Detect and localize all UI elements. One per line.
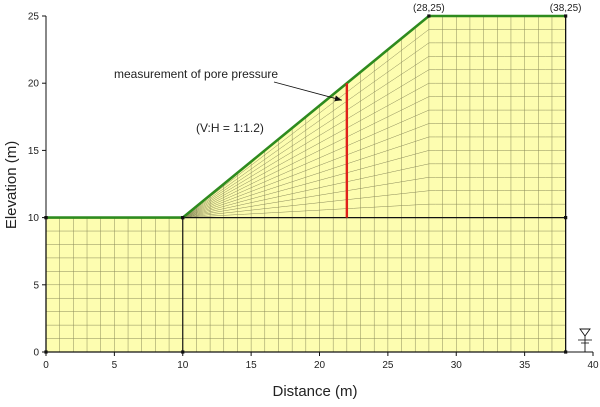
point-label: (28,25): [413, 3, 445, 14]
y-tick-label: 15: [28, 146, 40, 157]
measurement-leader: [273, 81, 342, 101]
x-tick-label: 15: [246, 360, 258, 371]
x-tick-label: 40: [587, 360, 599, 371]
slope-ratio-annotation: (V:H = 1:1.2): [196, 121, 264, 135]
water-table-icon: [579, 328, 591, 337]
y-tick-label: 10: [28, 213, 40, 224]
mesh-line-layer: [182, 123, 566, 218]
x-tick-label: 5: [112, 360, 118, 371]
boundary-node: [181, 216, 185, 220]
x-tick-label: 20: [314, 360, 326, 371]
mesh-line-layer: [182, 96, 566, 218]
x-axis-title: Distance (m): [272, 383, 357, 400]
x-tick-label: 30: [451, 360, 463, 371]
boundary-node: [564, 14, 568, 18]
y-tick-label: 5: [33, 280, 39, 291]
mesh-line-layer: [182, 82, 566, 218]
mesh-line-layer: [182, 203, 566, 218]
y-tick-label: 25: [28, 12, 40, 23]
x-tick-label: 35: [519, 360, 531, 371]
mesh-line-layer: [182, 56, 566, 218]
boundary-node: [564, 216, 568, 220]
y-axis-title: Elevation (m): [3, 141, 20, 229]
mesh-line-layer: [182, 42, 566, 218]
x-tick-label: 25: [382, 360, 394, 371]
mesh-line-layer: [182, 69, 566, 218]
y-tick-label: 20: [28, 79, 40, 90]
slope-surface-line: [46, 14, 566, 219]
mesh-line-layer: [182, 29, 566, 218]
mesh-line-layer: [182, 136, 566, 218]
mesh-line-layer: [182, 109, 566, 218]
measurement-arrowhead: [334, 95, 342, 102]
mesh-line-layer: [182, 177, 566, 218]
point-label: (38,25): [550, 3, 582, 14]
axes: 0 5 10 15 20 25 30 35 40 0 5 10 15 20 25: [28, 12, 599, 372]
y-tick-label: 0: [33, 348, 39, 359]
mesh-line-layer: [182, 150, 566, 218]
mesh-line-layer: [182, 190, 566, 218]
boundary-node: [427, 14, 431, 18]
x-tick-label: 10: [177, 360, 189, 371]
x-tick-label: 0: [43, 360, 49, 371]
measurement-annotation: measurement of pore pressure: [114, 67, 278, 81]
mesh-line-layer: [182, 163, 566, 218]
annotations: (28,25) (38,25): [273, 3, 593, 353]
